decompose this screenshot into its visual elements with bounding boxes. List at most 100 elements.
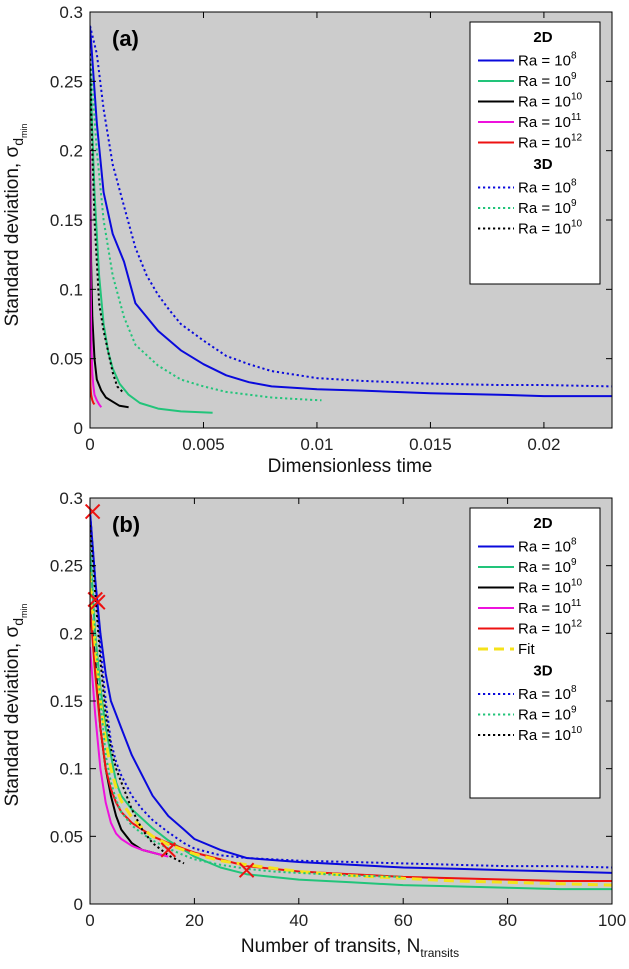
panel-a-y-axis-label: Standard deviation, σdmin <box>2 123 29 326</box>
y-tick-label: 0.05 <box>50 827 83 846</box>
panel-b-x-axis-label: Number of transits, Ntransits <box>241 936 459 960</box>
y-tick-label: 0.1 <box>59 280 83 299</box>
legend-entry-label: Ra = 109 <box>518 705 577 724</box>
legend-entry-label: Ra = 109 <box>518 71 577 90</box>
panel-b: 0 20 40 60 80 100 0 0.05 0.1 0.15 0.2 0.25 0.3 (b) 2… <box>2 489 626 960</box>
legend-entry-exponent: 8 <box>571 178 577 189</box>
y-axis-label-text: Standard deviation, σdmin <box>2 123 29 326</box>
legend-entry-exponent: 9 <box>571 71 577 82</box>
y-tick-label: 0.15 <box>50 211 83 230</box>
legend-entry-label: Ra = 108 <box>518 178 577 197</box>
y-tick-label: 0.25 <box>50 72 83 91</box>
series-line-2d-ra-10-8 <box>90 25 612 398</box>
legend-entry-label: Ra = 1010 <box>518 92 583 111</box>
legend-entry-exponent: 8 <box>571 537 577 548</box>
y-axis-label-text: Standard deviation, σdmin <box>2 603 29 806</box>
y-axis-label-subscript: d <box>10 618 26 626</box>
legend-entry-exponent: 10 <box>571 725 583 736</box>
fit-marker-x <box>160 842 177 858</box>
x-tick-label: 60 <box>394 911 413 930</box>
legend-entry-exponent: 11 <box>571 112 582 123</box>
legend-box <box>469 507 601 799</box>
legend-entry-exponent: 12 <box>571 133 583 144</box>
series-line-3d-ra-10-10 <box>90 53 125 395</box>
legend-entry-label: Ra = 108 <box>518 684 577 703</box>
legend-entry-exponent: 10 <box>571 92 583 103</box>
series-line-3d-ra-10-10 <box>90 525 185 865</box>
x-tick-label: 20 <box>185 911 204 930</box>
legend-entry-label: Ra = 1010 <box>518 219 583 238</box>
legend-entry-exponent: 8 <box>571 684 577 695</box>
legend-entry-label: Ra = 109 <box>518 198 577 217</box>
panel-b-series <box>90 511 612 891</box>
x-tick-label: 100 <box>598 911 626 930</box>
y-tick-label: 0 <box>74 419 83 438</box>
series-line-2d-ra-10-9 <box>90 67 213 414</box>
legend-entry-label: Ra = 1012 <box>518 133 583 152</box>
y-tick-label: 0.3 <box>59 3 83 22</box>
y-tick-label: 0 <box>74 895 83 914</box>
fit-marker-x <box>238 862 255 878</box>
y-tick-label: 0.15 <box>50 692 83 711</box>
y-tick-label: 0.05 <box>50 350 83 369</box>
y-tick-label: 0.3 <box>59 489 83 508</box>
legend-entry-exponent: 8 <box>571 51 577 62</box>
y-tick-label: 0.1 <box>59 760 83 779</box>
legend-entry-label: Ra = 108 <box>518 51 577 70</box>
legend-entry-exponent: 9 <box>571 705 577 716</box>
legend-group-heading: 2D <box>533 515 552 532</box>
x-tick-label: 80 <box>498 911 517 930</box>
legend-entry-label: Ra = 1010 <box>518 725 583 744</box>
panel-a: 0 0.005 0.01 0.015 0.02 0 0.05 0.1 0.15 0.2 0.25 0.… <box>2 3 613 477</box>
y-tick-label: 0.25 <box>50 557 83 576</box>
series-line-3d-ra-10-9 <box>90 538 404 878</box>
legend-box <box>469 21 601 285</box>
series-line-fit <box>90 572 612 887</box>
legend-group-heading: 3D <box>533 156 552 173</box>
legend-entry-exponent: 10 <box>571 578 583 589</box>
legend-entry-label: Ra = 1011 <box>518 598 582 617</box>
legend-entry-label: Ra = 109 <box>518 557 577 576</box>
panel-a-ticks: 0 0.005 0.01 0.015 0.02 0 0.05 0.1 0.15 0.2 0.25 0.… <box>50 3 612 454</box>
legend-entry-exponent: 9 <box>571 557 577 568</box>
legend-entry-label: Ra = 1012 <box>518 619 583 638</box>
panel-b-y-axis-label: Standard deviation, σdmin <box>2 603 29 806</box>
fit-marker-x <box>90 594 106 610</box>
legend-group-heading: 3D <box>533 663 552 680</box>
x-tick-label: 40 <box>289 911 308 930</box>
y-axis-label-subscript: d <box>10 138 26 146</box>
legend-entry-label: Ra = 108 <box>518 537 577 556</box>
legend-group-heading: 2D <box>533 29 552 46</box>
legend-entry-exponent: 10 <box>571 219 583 230</box>
legend-entry-label: Fit <box>518 641 535 658</box>
legend-entry-label: Ra = 1010 <box>518 578 583 597</box>
series-line-2d-ra-10-12 <box>90 606 612 882</box>
x-tick-label: 0.01 <box>300 435 333 454</box>
series-line-3d-ra-10-8 <box>90 25 612 388</box>
panel-a-x-axis-label: Dimensionless time <box>268 456 433 477</box>
x-axis-label-text: Number of transits, Ntransits <box>241 936 459 960</box>
x-tick-label: 0.02 <box>527 435 560 454</box>
legend-entry-exponent: 11 <box>571 598 582 609</box>
legend-entry-exponent: 12 <box>571 619 583 630</box>
y-axis-label-subsubscript: min <box>19 123 29 138</box>
series-line-3d-ra-10-9 <box>90 53 322 402</box>
legend-entry-exponent: 9 <box>571 198 577 209</box>
x-tick-label: 0 <box>85 435 94 454</box>
panel-b-markers <box>84 503 255 878</box>
x-axis-label-subscript: transits <box>420 946 459 960</box>
y-tick-label: 0.2 <box>59 624 83 643</box>
panel-a-label: (a) <box>112 26 139 51</box>
series-line-3d-ra-10-8 <box>90 511 612 869</box>
series-line-2d-ra-10-11 <box>90 646 169 858</box>
y-tick-label: 0.2 <box>59 142 83 161</box>
x-tick-label: 0.015 <box>409 435 452 454</box>
y-axis-label-subsubscript: min <box>19 603 29 618</box>
x-tick-label: 0 <box>85 911 94 930</box>
series-line-2d-ra-10-8 <box>90 511 612 874</box>
panel-b-label: (b) <box>112 512 140 537</box>
series-line-2d-ra-10-11 <box>90 150 103 408</box>
fit-marker-x <box>84 503 101 520</box>
